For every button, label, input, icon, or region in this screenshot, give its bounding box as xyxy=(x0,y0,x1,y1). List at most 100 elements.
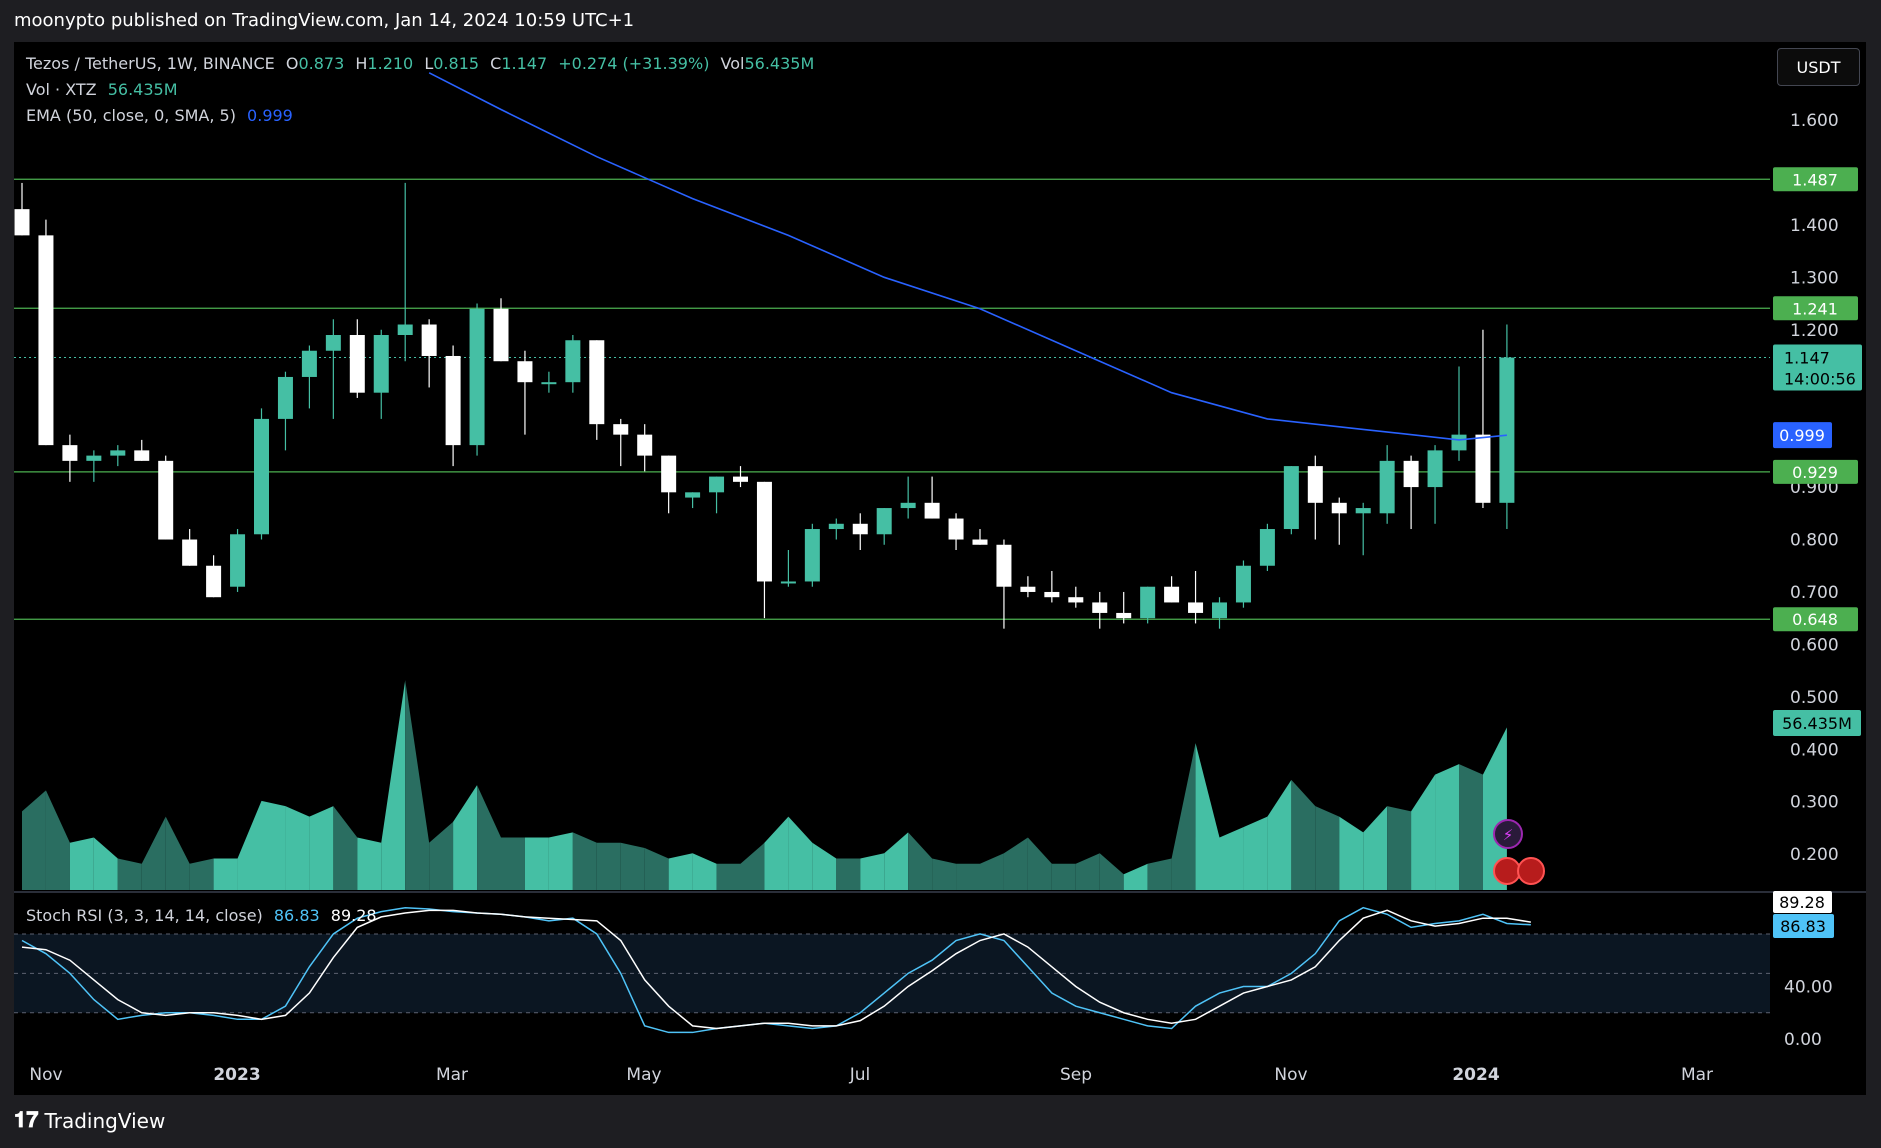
volume-area-segment xyxy=(932,858,957,890)
price-axis-tick: 0.800 xyxy=(1790,531,1839,551)
volume-area-segment xyxy=(884,832,909,890)
candle-body xyxy=(565,340,581,383)
price-axis-tick: 1.400 xyxy=(1790,216,1839,236)
volume-legend[interactable]: Vol · XTZ 56.435M xyxy=(26,80,184,99)
level-badge-label: 0.929 xyxy=(1792,463,1838,482)
candle-body xyxy=(134,450,150,461)
stoch-k-badge-label: 86.83 xyxy=(1780,917,1826,936)
candle-body xyxy=(780,581,796,584)
last-price-badge-value: 1.147 xyxy=(1784,349,1830,368)
chart-frame[interactable] xyxy=(14,42,1866,1095)
candle-body xyxy=(1331,502,1347,514)
volume-area-segment xyxy=(1027,837,1052,890)
candle-body xyxy=(541,382,557,385)
volume-area-segment xyxy=(692,853,717,890)
candle-body xyxy=(1403,460,1419,488)
volume-area-segment xyxy=(237,800,262,890)
candle-body xyxy=(373,335,389,393)
ema-badge-label: 0.999 xyxy=(1779,426,1825,445)
level-badge xyxy=(1773,296,1858,321)
us-flag-event-icon xyxy=(1493,857,1521,885)
level-badge xyxy=(1773,607,1858,632)
candle-body xyxy=(325,335,341,351)
candle-body xyxy=(230,534,246,587)
volume-area-segment xyxy=(189,858,214,890)
stoch-d-line xyxy=(21,909,1531,1030)
candle-body xyxy=(733,476,748,482)
stoch-axis-tick: 0.00 xyxy=(1784,1030,1822,1050)
symbol-legend[interactable]: Tezos / TetherUS, 1W, BINANCE O0.873 H1.… xyxy=(26,54,820,73)
stoch-rsi-legend[interactable]: Stoch RSI (3, 3, 14, 14, close) 86.83 89… xyxy=(26,906,383,925)
tradingview-footer[interactable]: 𝟏𝟕 TradingView xyxy=(14,1108,165,1133)
volume-area-segment xyxy=(572,832,597,890)
ema-legend[interactable]: EMA (50, close, 0, SMA, 5) 0.999 xyxy=(26,106,299,125)
volume-area-segment xyxy=(141,816,166,890)
time-axis-label: Nov xyxy=(29,1065,62,1085)
symbol-name[interactable]: Tezos / TetherUS, 1W, BINANCE xyxy=(26,54,275,73)
volume-area-segment xyxy=(716,863,741,890)
candle-body xyxy=(182,539,198,566)
lightning-event-icon xyxy=(1493,819,1523,849)
candle-body xyxy=(1212,602,1227,619)
volume-area-segment xyxy=(1267,779,1292,890)
volume-area-segment xyxy=(548,832,573,890)
candle-body xyxy=(828,523,844,530)
volume-area-segment xyxy=(1363,806,1388,890)
volume-area-segment xyxy=(668,853,693,890)
candle-body xyxy=(1451,434,1467,451)
volume-area-segment xyxy=(22,790,46,890)
volume-area-segment xyxy=(261,800,286,890)
candle-body xyxy=(1307,466,1323,503)
candle-body xyxy=(1140,586,1156,619)
volume-area-segment xyxy=(980,853,1004,890)
candle-body xyxy=(397,324,413,336)
candle-body xyxy=(876,508,892,535)
price-axis-tick: 0.500 xyxy=(1790,688,1839,708)
volume-area-segment xyxy=(764,816,789,890)
candle-body xyxy=(661,455,677,493)
stoch-band-background xyxy=(14,933,1770,1013)
volume-area-segment xyxy=(788,816,813,890)
volume-area-segment xyxy=(69,837,94,890)
candle-body xyxy=(996,544,1012,587)
candle-body xyxy=(948,518,964,540)
volume-area-segment xyxy=(1075,853,1100,890)
level-badge-label: 0.648 xyxy=(1792,610,1838,629)
volume-area-segment xyxy=(1243,816,1268,890)
volume-area-segment xyxy=(405,680,430,890)
volume-area-segment xyxy=(117,858,142,890)
level-badge-label: 1.487 xyxy=(1792,170,1838,189)
ema-label: EMA (50, close, 0, SMA, 5) xyxy=(26,106,236,125)
low-label: L xyxy=(424,54,434,73)
candle-body xyxy=(1379,460,1395,514)
candle-body xyxy=(900,502,916,509)
candle-body xyxy=(1068,597,1084,603)
volume-area-segment xyxy=(596,842,621,890)
candle-body xyxy=(277,376,293,419)
candle-body xyxy=(756,481,772,582)
volume-area-segment xyxy=(1123,863,1148,890)
volume-badge xyxy=(1773,710,1861,736)
candle-body xyxy=(445,355,461,446)
time-axis-label: Mar xyxy=(436,1065,468,1085)
close-label: C xyxy=(490,54,502,73)
currency-button[interactable]: USDT xyxy=(1777,48,1860,86)
volume-area-segment xyxy=(1099,853,1124,890)
volume-area-segment xyxy=(1435,764,1459,890)
volume-area-segment xyxy=(45,790,70,890)
candle-body xyxy=(14,209,30,236)
price-axis-tick: 1.600 xyxy=(1790,111,1839,131)
last-price-countdown: 14:00:56 xyxy=(1784,370,1856,389)
candle-body xyxy=(685,492,701,498)
lightning-event-glyph: ⚡ xyxy=(1503,826,1514,844)
candle-body xyxy=(1355,508,1371,514)
volume-area-segment xyxy=(812,842,837,890)
volume-area-segment xyxy=(1147,858,1172,890)
price-axis-tick: 0.300 xyxy=(1790,793,1839,813)
candle-body xyxy=(589,340,605,425)
volume-area-segment xyxy=(213,858,238,890)
vol-value: 56.435M xyxy=(744,54,815,73)
candle-body xyxy=(1116,612,1132,619)
time-axis-label: May xyxy=(626,1065,661,1085)
